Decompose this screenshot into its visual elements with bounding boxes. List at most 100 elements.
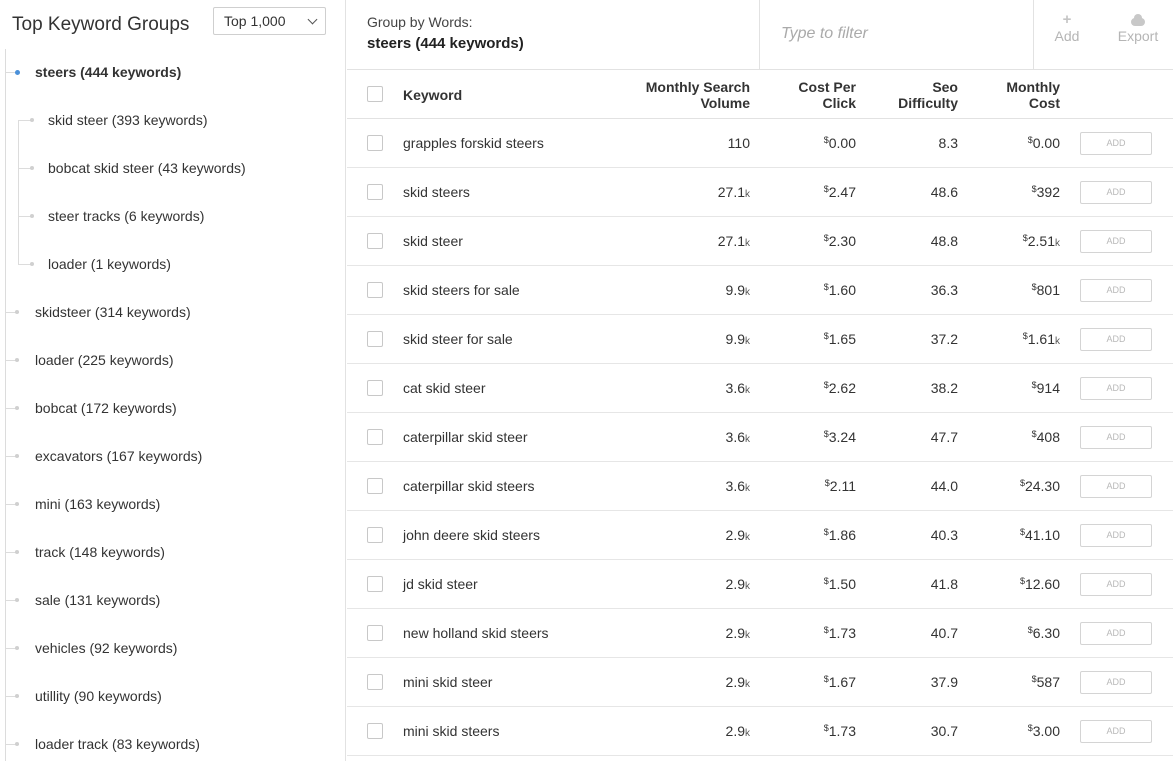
monthly-cost-cell: $1.61k [1022,331,1060,347]
keyword-group-label: utillity (90 keywords) [35,688,162,704]
add-button[interactable]: + Add [1037,11,1097,45]
table-row: mini skid steers 2.9k $1.73 30.7 $3.00 ADD [347,707,1173,756]
volume-cell: 2.9k [725,527,750,543]
row-add-button[interactable]: ADD [1080,475,1152,498]
row-checkbox[interactable] [367,625,383,641]
filter-box [759,0,1034,69]
keyword-group-label: steer tracks (6 keywords) [48,208,205,224]
row-add-button[interactable]: ADD [1080,181,1152,204]
col-cost-per-click[interactable]: Cost Per Click [798,79,856,111]
tree-dot-icon [15,454,19,458]
volume-cell: 9.9k [725,282,750,298]
row-add-button[interactable]: ADD [1080,230,1152,253]
tree-connector [18,120,32,121]
monthly-cost-cell: $3.00 [1027,723,1060,739]
row-checkbox[interactable] [367,331,383,347]
add-label: Add [1054,28,1080,44]
group-by-label: Group by Words: [367,14,473,30]
row-checkbox[interactable] [367,233,383,249]
col-seo-difficulty[interactable]: Seo Difficulty [898,79,958,111]
row-add-button[interactable]: ADD [1080,671,1152,694]
keyword-group-item[interactable]: loader track (83 keywords) [0,721,346,761]
select-all-checkbox[interactable] [367,86,383,102]
row-add-button[interactable]: ADD [1080,720,1152,743]
row-add-button[interactable]: ADD [1080,622,1152,645]
tree-dot-icon [15,694,19,698]
tree-connector [18,168,32,169]
tree-connector [5,696,19,697]
row-checkbox[interactable] [367,380,383,396]
row-add-button[interactable]: ADD [1080,279,1152,302]
volume-cell: 2.9k [725,576,750,592]
keyword-group-item[interactable]: sale (131 keywords) [0,577,346,625]
col-keyword[interactable]: Keyword [403,87,463,103]
row-checkbox[interactable] [367,576,383,592]
keyword-cell: mini skid steers [403,723,500,739]
row-add-button[interactable]: ADD [1080,377,1152,400]
filter-input[interactable] [761,0,1033,68]
keyword-cell: mini skid steer [403,674,493,690]
row-checkbox[interactable] [367,135,383,151]
table-row: skid steers 27.1k $2.47 48.6 $392 ADD [347,168,1173,217]
keyword-group-item[interactable]: vehicles (92 keywords) [0,625,346,673]
keyword-group-label: bobcat (172 keywords) [35,400,177,416]
keyword-cell: john deere skid steers [403,527,540,543]
row-add-button[interactable]: ADD [1080,573,1152,596]
row-add-button[interactable]: ADD [1080,328,1152,351]
active-dot-icon [15,70,20,75]
keyword-group-item[interactable]: bobcat (172 keywords) [0,385,346,433]
plus-icon: + [1062,11,1072,28]
tree-dot-icon [15,502,19,506]
top-count-select[interactable]: Top 1,000 [213,7,326,35]
monthly-cost-cell: $392 [1031,184,1060,200]
row-checkbox[interactable] [367,282,383,298]
keyword-cell: new holland skid steers [403,625,549,641]
seo-difficulty-cell: 37.2 [930,331,958,347]
keyword-group-label: loader track (83 keywords) [35,736,200,752]
table-row: caterpillar skid steers 3.6k $2.11 44.0 $24.… [347,462,1173,511]
row-checkbox[interactable] [367,478,383,494]
col-monthly-search-volume[interactable]: Monthly Search Volume [645,79,750,111]
seo-difficulty-cell: 40.3 [930,527,958,543]
row-add-button[interactable]: ADD [1080,426,1152,449]
table-row: new holland skid steers 2.9k $1.73 40.7 $6.3… [347,609,1173,658]
row-checkbox[interactable] [367,429,383,445]
row-add-button[interactable]: ADD [1080,132,1152,155]
cpc-cell: $1.73 [823,625,856,641]
row-checkbox[interactable] [367,184,383,200]
monthly-cost-cell: $408 [1031,429,1060,445]
keyword-group-label: skidsteer (314 keywords) [35,304,191,320]
keyword-group-item[interactable]: skid steer (393 keywords) [0,97,346,145]
keyword-group-item[interactable]: utillity (90 keywords) [0,673,346,721]
tree-dot-icon [15,598,19,602]
tree-connector [5,312,19,313]
table-row: jd skid steer 2.9k $1.50 41.8 $12.60 ADD [347,560,1173,609]
volume-cell: 2.9k [725,674,750,690]
monthly-cost-cell: $24.30 [1019,478,1060,494]
cpc-cell: $0.00 [823,135,856,151]
seo-difficulty-cell: 41.8 [930,576,958,592]
keyword-group-item[interactable]: skidsteer (314 keywords) [0,289,346,337]
cloud-icon [1108,12,1168,28]
keyword-group-item[interactable]: mini (163 keywords) [0,481,346,529]
keyword-cell: skid steers [403,184,470,200]
keyword-group-item[interactable]: track (148 keywords) [0,529,346,577]
row-checkbox[interactable] [367,527,383,543]
row-add-button[interactable]: ADD [1080,524,1152,547]
export-button[interactable]: Export [1108,12,1168,44]
keyword-group-item[interactable]: bobcat skid steer (43 keywords) [0,145,346,193]
keyword-group-item[interactable]: excavators (167 keywords) [0,433,346,481]
row-checkbox[interactable] [367,674,383,690]
keyword-group-item[interactable]: loader (225 keywords) [0,337,346,385]
keyword-group-item[interactable]: steers (444 keywords) [0,49,346,97]
table-row: skid steer for sale 9.9k $1.65 37.2 $1.61k AD… [347,315,1173,364]
tree-connector [18,216,32,217]
monthly-cost-cell: $12.60 [1019,576,1060,592]
keyword-group-item[interactable]: steer tracks (6 keywords) [0,193,346,241]
tree-dot-icon [15,646,19,650]
row-checkbox[interactable] [367,723,383,739]
keyword-group-item[interactable]: loader (1 keywords) [0,241,346,289]
col-monthly-cost[interactable]: Monthly Cost [1006,79,1060,111]
table-row: skid steer 27.1k $2.30 48.8 $2.51k ADD [347,217,1173,266]
group-info: Group by Words: steers (444 keywords) [367,14,524,52]
